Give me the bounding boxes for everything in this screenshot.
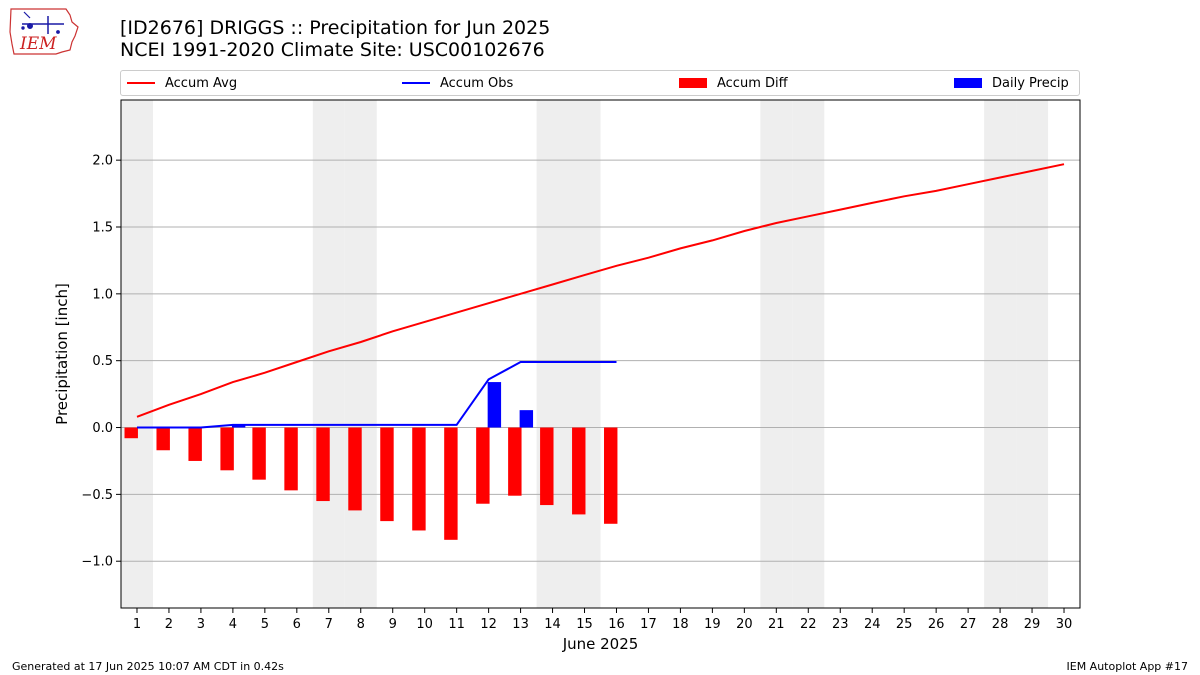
accum-diff-bar <box>284 427 298 491</box>
legend-swatch <box>679 78 707 88</box>
footer-app: IEM Autoplot App #17 <box>1066 660 1189 673</box>
legend-label: Accum Diff <box>717 75 788 91</box>
x-tick-label: 30 <box>1056 617 1073 632</box>
legend-swatch <box>402 82 430 84</box>
x-tick-label: 3 <box>197 617 205 632</box>
weekend-shade <box>568 100 601 608</box>
x-tick-label: 17 <box>640 617 657 632</box>
accum-diff-bar <box>220 427 234 471</box>
x-tick-label: 13 <box>512 617 529 632</box>
x-tick-label: 25 <box>896 617 913 632</box>
daily-precip-bar <box>231 424 246 428</box>
accum-diff-bar <box>156 427 170 451</box>
x-tick-label: 26 <box>928 617 945 632</box>
y-tick-label: −1.0 <box>81 555 113 570</box>
accum-diff-bar <box>124 427 138 439</box>
y-tick-label: 2.0 <box>92 154 113 169</box>
accum-diff-bar <box>540 427 554 506</box>
x-tick-label: 14 <box>544 617 561 632</box>
x-tick-label: 29 <box>1024 617 1041 632</box>
title-line-1: [ID2676] DRIGGS :: Precipitation for Jun… <box>120 17 551 39</box>
title-line-2: NCEI 1991-2020 Climate Site: USC00102676 <box>120 39 545 61</box>
weekend-shade <box>1016 100 1049 608</box>
accum-diff-bar <box>508 427 522 496</box>
legend-item-accum-diff: Accum Diff <box>679 71 788 95</box>
weekend-shade <box>760 100 793 608</box>
legend-label: Accum Obs <box>440 75 514 91</box>
accum-avg-line <box>136 163 1065 418</box>
x-tick-label: 11 <box>448 617 465 632</box>
weekend-shade <box>792 100 825 608</box>
legend-item-accum-avg: Accum Avg <box>127 71 237 95</box>
footer-generated: Generated at 17 Jun 2025 10:07 AM CDT in… <box>12 660 284 673</box>
x-tick-label: 21 <box>768 617 785 632</box>
accum-diff-bar <box>444 427 458 540</box>
weekend-shade <box>121 100 153 608</box>
y-tick-label: 1.5 <box>92 221 113 236</box>
accum-diff-bar <box>316 427 330 502</box>
x-tick-label: 15 <box>576 617 593 632</box>
accum-diff-bar <box>604 427 618 524</box>
x-tick-label: 8 <box>357 617 365 632</box>
x-tick-label: 18 <box>672 617 689 632</box>
daily-precip-bar <box>487 382 502 428</box>
y-axis-label: Precipitation [inch] <box>53 283 71 425</box>
x-tick-label: 2 <box>165 617 173 632</box>
accum-obs-line <box>137 361 617 429</box>
x-tick-label: 10 <box>416 617 433 632</box>
y-tick-label: 0.5 <box>92 354 113 369</box>
x-tick-label: 7 <box>325 617 333 632</box>
weekend-shade <box>984 100 1017 608</box>
legend-swatch <box>954 78 982 88</box>
x-tick-label: 28 <box>992 617 1009 632</box>
x-tick-label: 12 <box>480 617 497 632</box>
y-tick-label: 0.0 <box>92 421 113 436</box>
legend-item-accum-obs: Accum Obs <box>402 71 513 95</box>
x-tick-label: 27 <box>960 617 977 632</box>
x-tick-label: 1 <box>133 617 141 632</box>
legend-label: Accum Avg <box>165 75 238 91</box>
x-tick-label: 5 <box>261 617 269 632</box>
x-tick-label: 9 <box>389 617 397 632</box>
legend-item-daily-precip: Daily Precip <box>954 71 1069 95</box>
x-tick-label: 24 <box>864 617 881 632</box>
x-tick-label: 6 <box>293 617 301 632</box>
x-tick-label: 20 <box>736 617 753 632</box>
legend-swatch <box>127 82 155 84</box>
x-tick-label: 4 <box>229 617 237 632</box>
x-tick-label: 22 <box>800 617 817 632</box>
chart-title: [ID2676] DRIGGS :: Precipitation for Jun… <box>120 17 550 61</box>
accum-diff-bar <box>348 427 362 511</box>
x-tick-label: 16 <box>608 617 625 632</box>
iem-logo: IEM <box>9 8 79 55</box>
iowa-state-outline <box>9 8 79 55</box>
accum-diff-bar <box>572 427 586 515</box>
plot-frame <box>120 99 1081 609</box>
accum-diff-bar <box>380 427 394 522</box>
legend-label: Daily Precip <box>992 75 1069 91</box>
accum-diff-bar <box>188 427 202 461</box>
daily-precip-bar <box>519 410 534 428</box>
accum-diff-bar <box>412 427 426 531</box>
weekend-shade <box>344 100 377 608</box>
weather-station-icon <box>21 11 64 34</box>
x-tick-label: 19 <box>704 617 721 632</box>
accum-diff-bar <box>252 427 266 480</box>
logo-text: IEM <box>19 34 57 54</box>
accum-diff-bar <box>476 427 490 504</box>
x-tick-label: 23 <box>832 617 849 632</box>
legend: Accum Avg Accum Obs Accum Diff Daily Pre… <box>120 70 1080 96</box>
weekend-shade <box>536 100 569 608</box>
y-tick-label: 1.0 <box>92 287 113 302</box>
y-tick-label: −0.5 <box>81 488 113 503</box>
x-axis-label: June 2025 <box>562 635 639 653</box>
